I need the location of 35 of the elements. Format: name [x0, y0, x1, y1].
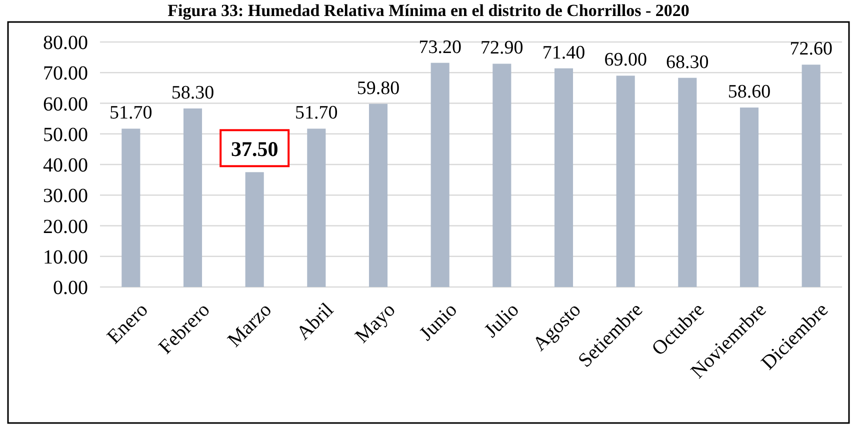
- y-tick-label: 80.00: [43, 32, 88, 54]
- bar: [678, 78, 697, 287]
- bar: [122, 128, 140, 287]
- bar: [183, 108, 202, 287]
- bar: [802, 64, 820, 287]
- data-label: 58.60: [728, 82, 771, 103]
- bar: [740, 108, 759, 287]
- bar: [368, 104, 388, 287]
- y-tick-label: 30.00: [43, 185, 88, 208]
- chart-title: Figura 33: Humedad Relativa Mínima en el distrito de Chorrillos - 2020: [168, 1, 690, 20]
- y-tick-label: 60.00: [43, 93, 88, 116]
- bar: [245, 172, 264, 287]
- y-tick-label: 10.00: [43, 246, 88, 268]
- data-label: 51.70: [295, 102, 338, 124]
- bar: [492, 64, 512, 287]
- bar: [307, 128, 326, 287]
- y-tick-label: 0.00: [53, 277, 88, 299]
- data-label: 59.80: [356, 78, 400, 99]
- y-tick-label: 20.00: [43, 216, 88, 238]
- data-label: 69.00: [604, 50, 647, 71]
- data-label: 72.90: [480, 38, 524, 59]
- annotation: 37.50: [230, 137, 278, 162]
- bar: [554, 68, 574, 287]
- data-label: 51.70: [110, 102, 152, 124]
- data-label: 68.30: [666, 52, 709, 73]
- y-tick-label: 40.00: [43, 154, 88, 176]
- x-tick-label: Julio: [480, 298, 524, 342]
- y-tick-label: 50.00: [43, 124, 88, 146]
- bar: [616, 76, 635, 287]
- data-label: 72.60: [790, 38, 832, 60]
- data-label: 73.20: [418, 36, 462, 58]
- y-tick-label: 70.00: [43, 62, 88, 85]
- bar: [430, 62, 450, 287]
- data-label: 58.30: [171, 82, 214, 104]
- data-label: 71.40: [542, 42, 586, 64]
